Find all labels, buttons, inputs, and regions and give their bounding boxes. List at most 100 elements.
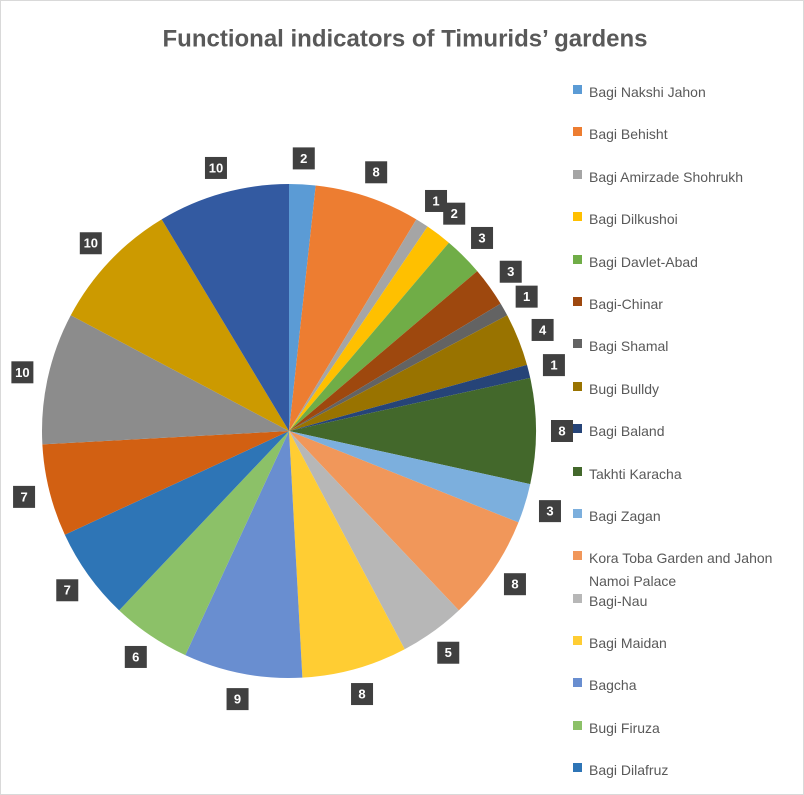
legend-label: Bagi Maidan: [589, 635, 667, 652]
legend: Bagi Nakshi Jahon Bagi Behisht Bagi Amirza…: [573, 72, 798, 793]
legend-label: Bagi Amirzade Shohrukh: [589, 168, 744, 185]
legend-swatch: [573, 339, 582, 349]
data-label: 2: [451, 206, 458, 221]
pie-slice: [289, 377, 536, 485]
data-label: 3: [546, 504, 553, 519]
legend-label: Kora Toba Garden and Jahon Namoi Palace: [589, 550, 773, 590]
legend-label: Bugi Firuza: [589, 719, 660, 736]
data-label: 10: [84, 236, 98, 251]
pie-slice: [289, 431, 405, 678]
legend-swatch: [573, 763, 582, 773]
legend-swatch: [573, 85, 582, 94]
pie-slice: [289, 431, 459, 650]
legend-swatch: [573, 466, 582, 476]
legend-label: Bagi Zagan: [589, 507, 661, 524]
pie-slice: [289, 226, 449, 431]
data-label-box: [292, 147, 315, 170]
legend-item: Kora Toba Garden and Jahon Namoi Palace: [573, 538, 798, 589]
legend-item: Bagi Maidan: [573, 623, 798, 665]
legend-item: Bugi Bulldy: [573, 369, 798, 411]
data-label: 6: [132, 649, 139, 664]
legend-item: Bagi Shamal: [573, 326, 798, 368]
legend-swatch: [573, 381, 582, 391]
pie-slice: [289, 431, 519, 611]
pie-slice: [289, 315, 527, 431]
data-label: 8: [511, 577, 518, 592]
data-label: 4: [539, 322, 547, 337]
data-label-box: [531, 318, 554, 341]
pie-slice: [289, 185, 417, 431]
legend-swatch: [573, 212, 582, 222]
legend-item: Bagi Dilafruz: [573, 750, 798, 792]
legend-label: Bagcha: [589, 677, 637, 694]
pie-slice: [289, 431, 531, 523]
legend-item: Bagi Behisht: [573, 114, 798, 156]
pie-slice: [119, 431, 289, 656]
pie-slice: [185, 431, 303, 678]
pie-slice: [42, 315, 289, 445]
data-label-box: [11, 361, 34, 384]
data-label: 1: [432, 193, 439, 208]
legend-label: Bugi Bulldy: [589, 380, 660, 397]
data-label-box: [471, 226, 494, 249]
data-label: 1: [550, 358, 557, 373]
data-label-box: [538, 500, 561, 523]
legend-item: Bagi-Nau: [573, 581, 798, 623]
data-label: 7: [64, 583, 71, 598]
data-label: 7: [20, 489, 27, 504]
legend-swatch: [573, 508, 582, 518]
data-label-box: [542, 354, 565, 377]
legend-item: Takhti Karacha: [573, 454, 798, 496]
legend-item: Bagi Davlet-Abad: [573, 242, 798, 284]
pie-slice: [289, 364, 531, 431]
legend-label: Bagi Baland: [589, 423, 665, 440]
legend-item: Bagi Zagan: [573, 496, 798, 538]
legend-label: Bagi Davlet-Abad: [589, 253, 698, 270]
data-label: 8: [358, 686, 365, 701]
legend-swatch: [573, 593, 582, 603]
legend-item: Bagi-Chinar: [573, 284, 798, 326]
data-label: 3: [478, 230, 485, 245]
data-label: 10: [209, 160, 223, 175]
pie-slice: [42, 431, 290, 535]
legend-label: Bagi Nakshi Jahon: [589, 84, 706, 100]
data-label-box: [13, 485, 36, 508]
pie-slice: [289, 242, 478, 431]
data-label: 8: [558, 423, 565, 438]
legend-label: Bagi-Chinar: [589, 295, 663, 312]
data-label-box: [443, 202, 466, 225]
pie-slice: [161, 184, 289, 431]
data-label: 9: [234, 692, 241, 707]
data-label: 5: [445, 645, 452, 660]
pie-slice: [289, 271, 501, 431]
legend-swatch: [573, 296, 582, 306]
legend-swatch: [573, 169, 582, 179]
legend-item: Bugi Firuza: [573, 708, 798, 750]
data-label-box: [79, 232, 102, 255]
data-label-box: [56, 579, 79, 602]
legend-swatch: [573, 720, 582, 730]
data-label-box: [515, 285, 538, 308]
legend-swatch: [573, 127, 582, 137]
data-label: 3: [507, 264, 514, 279]
data-label-box: [437, 641, 460, 664]
data-label-box: [226, 688, 249, 711]
data-label: 8: [373, 165, 380, 180]
data-label-box: [204, 156, 227, 179]
data-label-box: [351, 683, 374, 706]
legend-label: Bagi-Nau: [589, 592, 648, 609]
data-label: 1: [523, 289, 530, 304]
data-label-box: [503, 573, 526, 596]
legend-label: Takhti Karacha: [589, 465, 682, 482]
data-label-box: [365, 161, 388, 184]
pie-slice: [289, 219, 428, 431]
legend-item: Bagi Amirzade Shohrukh: [573, 157, 798, 199]
legend-swatch: [573, 254, 582, 264]
data-label-box: [124, 645, 147, 668]
pie-slice: [289, 303, 508, 431]
legend-item: Bagcha: [573, 665, 798, 707]
pie-slice: [289, 184, 316, 431]
legend-label: Bagi Shamal: [589, 338, 669, 355]
legend-swatch: [573, 551, 582, 561]
